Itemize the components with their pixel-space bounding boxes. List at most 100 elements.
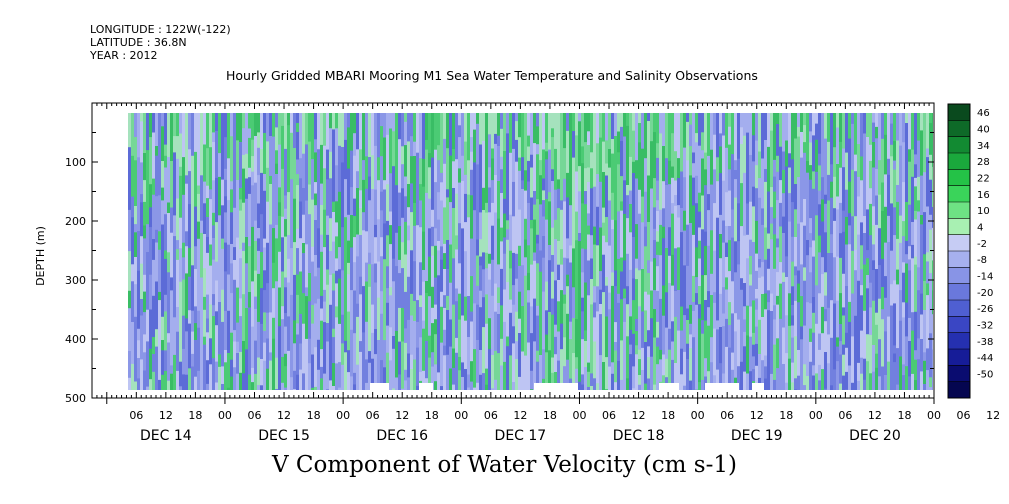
- field-cell: [671, 254, 675, 287]
- field-cell: [875, 353, 879, 369]
- field-cell: [809, 131, 813, 144]
- field-cell: [323, 168, 327, 211]
- field-cell: [545, 334, 549, 354]
- field-cell: [158, 231, 162, 251]
- field-cell: [545, 199, 549, 221]
- field-cell: [656, 211, 660, 233]
- field-cell: [803, 225, 807, 269]
- field-cell: [275, 174, 279, 213]
- field-cell: [878, 376, 882, 390]
- field-cell: [911, 176, 915, 223]
- field-cell: [218, 331, 222, 356]
- field-cell: [458, 223, 462, 265]
- field-cell: [413, 225, 417, 263]
- field-cell: [299, 158, 303, 180]
- field-cell: [317, 298, 321, 341]
- field-cell: [161, 340, 165, 352]
- field-cell: [488, 349, 492, 390]
- field-cell: [257, 187, 261, 205]
- field-cell: [536, 144, 540, 156]
- field-cell: [608, 283, 612, 294]
- field-cell: [755, 165, 759, 190]
- field-cell: [131, 217, 135, 266]
- field-cell: [359, 341, 363, 353]
- field-cell: [251, 281, 255, 328]
- field-cell: [296, 374, 300, 390]
- field-cell: [845, 244, 849, 287]
- colorbar-swatch: [948, 202, 970, 219]
- field-cell: [923, 352, 927, 362]
- field-cell: [551, 255, 555, 273]
- field-cell: [695, 133, 699, 144]
- field-cell: [818, 380, 822, 390]
- field-cell: [737, 113, 741, 160]
- field-cell: [176, 240, 180, 251]
- field-cell: [491, 309, 495, 356]
- field-cell: [554, 113, 558, 150]
- field-cell: [425, 219, 429, 231]
- field-cell: [221, 248, 225, 291]
- field-cell: [563, 201, 567, 234]
- field-cell: [665, 292, 669, 329]
- field-cell: [317, 339, 321, 371]
- field-cell: [764, 259, 768, 295]
- field-cell: [890, 305, 894, 330]
- field-cell: [224, 242, 228, 273]
- field-cell: [518, 209, 522, 247]
- field-cell: [761, 262, 765, 278]
- field-cell: [815, 373, 819, 390]
- field-cell: [662, 181, 666, 210]
- field-cell: [911, 222, 915, 246]
- field-cell: [764, 227, 768, 261]
- field-cell: [377, 180, 381, 221]
- field-cell: [515, 359, 519, 390]
- field-cell: [695, 348, 699, 390]
- field-cell: [308, 113, 312, 143]
- field-cell: [524, 113, 528, 132]
- field-cell: [656, 180, 660, 202]
- field-cell: [497, 264, 501, 289]
- field-shade: [128, 113, 933, 390]
- field-cell: [602, 235, 606, 256]
- field-cell: [377, 219, 381, 263]
- field-cell: [833, 220, 837, 259]
- field-cell: [311, 146, 315, 161]
- field-cell: [689, 348, 693, 382]
- field-cell: [695, 113, 699, 135]
- field-cell: [683, 177, 687, 212]
- field-cell: [437, 241, 441, 252]
- field-cell: [620, 271, 624, 301]
- field-cell: [476, 382, 480, 390]
- field-cell: [770, 223, 774, 241]
- field-cell: [218, 176, 222, 217]
- field-cell: [302, 323, 306, 339]
- field-cell: [677, 290, 681, 332]
- field-cell: [794, 378, 798, 390]
- field-cell: [911, 330, 915, 375]
- field-cell: [698, 201, 702, 213]
- field-cell: [881, 366, 885, 390]
- field-cell: [695, 389, 699, 390]
- field-cell: [359, 351, 363, 390]
- field-cell: [791, 325, 795, 339]
- field-cell: [359, 113, 363, 151]
- field-cell: [653, 132, 657, 180]
- field-cell: [896, 284, 900, 328]
- field-cell: [569, 339, 573, 380]
- field-cell: [623, 369, 627, 390]
- field-cell: [296, 274, 300, 296]
- field-cell: [287, 235, 291, 260]
- field-cell: [431, 255, 435, 288]
- field-cell: [506, 336, 510, 348]
- field-cell: [467, 337, 471, 376]
- field-cell: [473, 129, 477, 164]
- field-cell: [773, 218, 777, 236]
- field-cell: [728, 126, 732, 146]
- field-cell: [527, 135, 531, 148]
- field-cell: [356, 256, 360, 305]
- field-cell: [590, 279, 594, 306]
- field-cell: [584, 330, 588, 342]
- field-cell: [260, 113, 264, 150]
- field-cell: [617, 193, 621, 213]
- field-cell: [869, 235, 873, 284]
